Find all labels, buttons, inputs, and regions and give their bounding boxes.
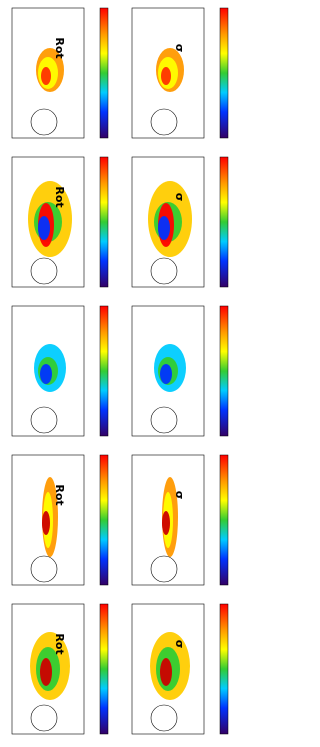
map-region	[42, 511, 50, 535]
map-region	[160, 658, 172, 686]
colorbar	[219, 603, 229, 735]
map-region	[38, 216, 50, 240]
beam-circle	[150, 108, 178, 136]
panel: Rot	[11, 7, 109, 139]
map-region	[162, 511, 170, 535]
plot-frame	[131, 7, 205, 139]
map-region	[161, 67, 171, 85]
panel: Rot	[11, 454, 109, 586]
colorbar	[219, 454, 229, 586]
beam-circle	[30, 406, 58, 434]
map-region	[158, 216, 170, 240]
panel: Rot	[11, 603, 109, 735]
panel: σ	[131, 156, 229, 288]
beam-circle	[150, 406, 178, 434]
panel: σ	[131, 454, 229, 586]
panel: σ	[131, 603, 229, 735]
colorbar	[219, 305, 229, 437]
beam-circle	[30, 257, 58, 285]
colorbar	[99, 7, 109, 139]
beam-circle	[30, 555, 58, 583]
panel-label: σ	[173, 640, 186, 649]
colorbar	[99, 305, 109, 437]
panel: Rot	[11, 156, 109, 288]
beam-circle	[150, 257, 178, 285]
panel	[131, 305, 229, 437]
colorbar	[219, 156, 229, 288]
figure: Rot σ Rot σ Rot σ Rot σ	[11, 7, 229, 735]
panel-label: Rot	[53, 633, 66, 654]
colorbar	[99, 156, 109, 288]
map-region	[160, 364, 172, 384]
colorbar	[99, 454, 109, 586]
map-region	[40, 658, 52, 686]
map-region	[41, 67, 51, 85]
beam-circle	[30, 704, 58, 732]
panel-label: Rot	[53, 484, 66, 505]
panel	[11, 305, 109, 437]
panel: σ	[131, 7, 229, 139]
colorbar	[99, 603, 109, 735]
beam-circle	[150, 555, 178, 583]
beam-circle	[30, 108, 58, 136]
panel-label: σ	[173, 491, 186, 500]
map-region	[40, 364, 52, 384]
panel-label: Rot	[53, 37, 66, 58]
colorbar	[219, 7, 229, 139]
beam-circle	[150, 704, 178, 732]
panel-label: Rot	[53, 186, 66, 207]
panel-label: σ	[173, 44, 186, 53]
panel-label: σ	[173, 193, 186, 202]
